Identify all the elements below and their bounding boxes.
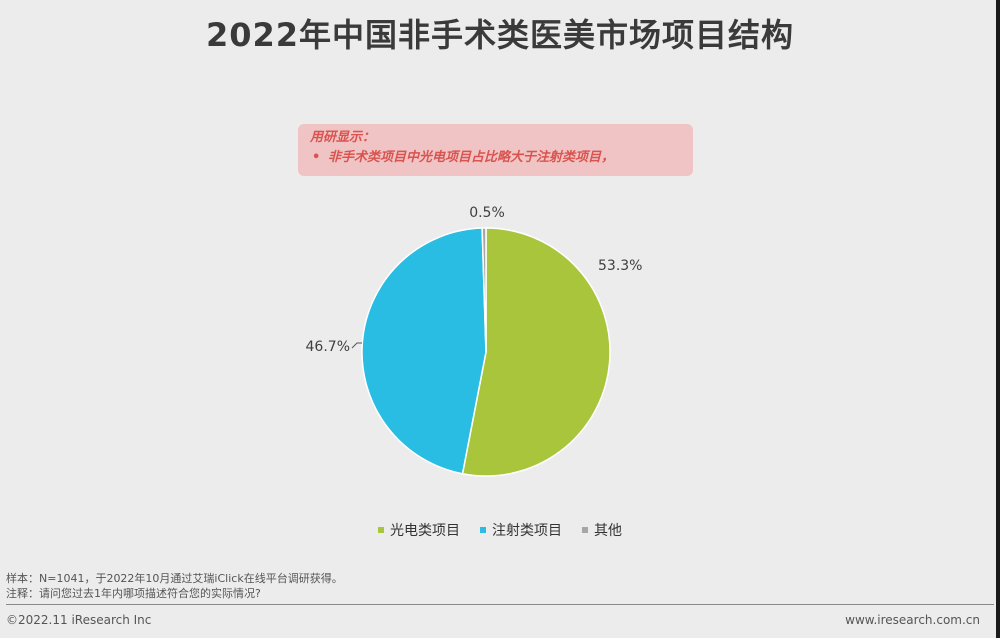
label-leader-line <box>352 343 362 348</box>
pie-slice-2 <box>362 228 486 474</box>
footer-divider <box>6 604 994 605</box>
legend-item-2: 注射类项目 <box>480 520 562 540</box>
copyright-text: ©2022.11 iResearch Inc <box>6 613 151 627</box>
note-footnote: 注释：请问您过去1年内哪项描述符合您的实际情况? <box>6 585 261 601</box>
screen-edge <box>996 0 1000 638</box>
legend-label-2: 注射类项目 <box>492 520 562 540</box>
chart-legend: 光电类项目 注射类项目 其他 <box>0 520 1000 540</box>
slice-label-1: 53.3% <box>598 258 642 274</box>
legend-item-1: 光电类项目 <box>378 520 460 540</box>
slice-label-3: 0.5% <box>469 205 505 221</box>
website-link[interactable]: www.iresearch.com.cn <box>845 613 980 627</box>
legend-label-1: 光电类项目 <box>390 520 460 540</box>
legend-label-3: 其他 <box>594 520 622 540</box>
slice-label-2: 46.7% <box>306 339 350 355</box>
sample-footnote: 样本：N=1041，于2022年10月通过艾瑞iClick在线平台调研获得。 <box>6 570 343 586</box>
legend-swatch-1 <box>378 527 384 533</box>
legend-item-3: 其他 <box>582 520 622 540</box>
legend-swatch-2 <box>480 527 486 533</box>
legend-swatch-3 <box>582 527 588 533</box>
